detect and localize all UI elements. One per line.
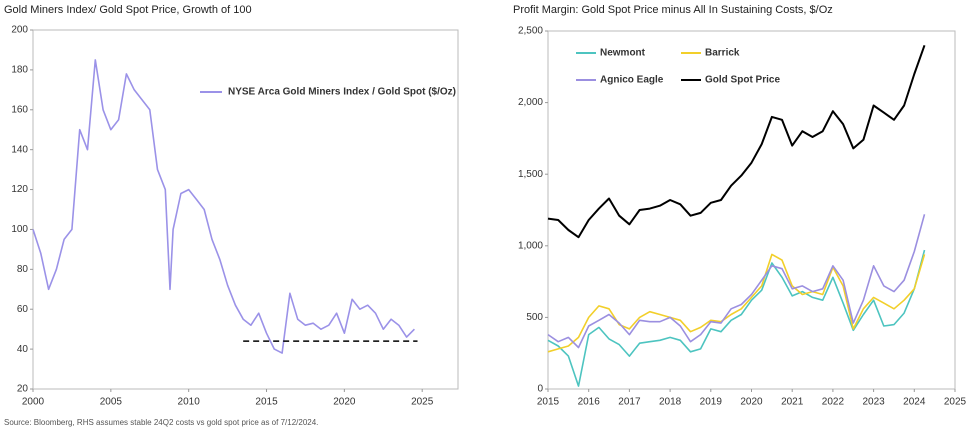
x-tick-label: 2015 [537, 397, 560, 408]
y-tick-label: 140 [11, 144, 28, 155]
y-tick-label: 1,500 [518, 169, 543, 180]
x-tick-label: 2016 [578, 397, 601, 408]
legend-label: Gold Spot Price [705, 75, 780, 86]
x-tick-label: 2021 [781, 397, 804, 408]
y-tick-label: 100 [11, 224, 28, 235]
y-tick-label: 160 [11, 104, 28, 115]
x-tick-label: 2000 [22, 397, 45, 408]
series-line [32, 59, 415, 354]
y-tick-label: 2,500 [518, 26, 543, 37]
source-note: Source: Bloomberg, RHS assumes stable 24… [4, 418, 318, 427]
x-tick-label: 2019 [700, 397, 723, 408]
plot-frame [32, 29, 459, 390]
x-tick-label: 2020 [333, 397, 356, 408]
legend-label: Barrick [705, 48, 740, 59]
y-tick-label: 180 [11, 65, 28, 76]
y-tick-label: 60 [17, 304, 29, 315]
y-tick-label: 1,000 [518, 240, 543, 251]
y-tick-label: 0 [537, 384, 543, 395]
x-tick-label: 2015 [255, 397, 278, 408]
x-tick-label: 2005 [100, 397, 123, 408]
series-line [547, 214, 926, 349]
y-tick-label: 80 [17, 264, 29, 275]
y-tick-label: 500 [526, 312, 543, 323]
x-tick-label: 2020 [740, 397, 763, 408]
y-tick-label: 40 [17, 344, 29, 355]
x-tick-label: 2017 [618, 397, 641, 408]
legend-label: Newmont [600, 48, 646, 59]
x-tick-label: 2022 [822, 397, 845, 408]
series-line [547, 44, 926, 239]
x-tick-label: 2025 [411, 397, 434, 408]
y-tick-label: 120 [11, 184, 28, 195]
x-tick-label: 2024 [903, 397, 926, 408]
series-line [547, 249, 926, 387]
x-tick-label: 2010 [178, 397, 201, 408]
x-tick-label: 2025 [944, 397, 967, 408]
chart-title: Gold Miners Index/ Gold Spot Price, Grow… [4, 4, 252, 16]
x-tick-label: 2023 [862, 397, 885, 408]
chart-title: Profit Margin: Gold Spot Price minus All… [513, 4, 833, 16]
x-tick-label: 2018 [659, 397, 682, 408]
legend-label: Agnico Eagle [600, 75, 664, 86]
legend-label: NYSE Arca Gold Miners Index / Gold Spot … [228, 87, 456, 98]
y-tick-label: 2,000 [518, 97, 543, 108]
y-tick-label: 20 [17, 384, 29, 395]
y-tick-label: 200 [11, 25, 28, 36]
series-line [547, 253, 926, 353]
